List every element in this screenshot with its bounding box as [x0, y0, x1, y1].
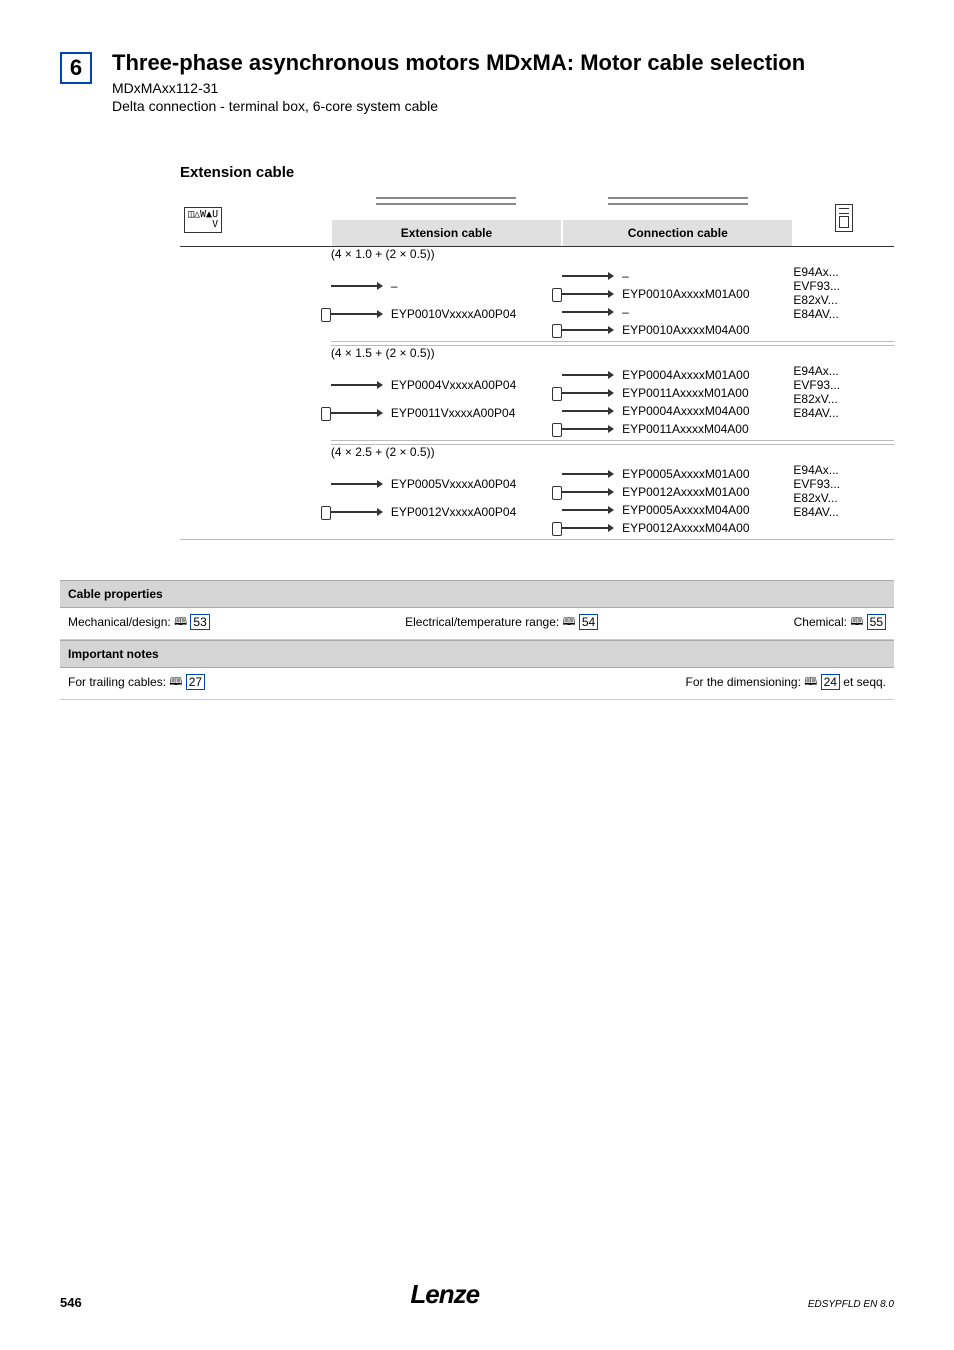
connector-plug-icon [331, 412, 379, 414]
part-number: EYP0004AxxxxM04A00 [622, 404, 749, 418]
cable-spec: (4 × 1.0 + (2 × 0.5)) [331, 247, 894, 261]
footer-section-heading: Cable properties [60, 580, 894, 608]
book-icon: 🕮 [850, 616, 863, 628]
compatible-devices: E94Ax... EVF93... E82xV... E84AV... [793, 265, 894, 342]
page-footer: 546 Lenze EDSYPFLD EN 8.0 [60, 1279, 894, 1310]
doc-code: EDSYPFLD EN 8.0 [808, 1299, 894, 1310]
page-subtitle-1: MDxMAxx112-31 [112, 80, 894, 96]
part-number: – [391, 279, 398, 293]
part-number: EYP0011AxxxxM04A00 [622, 422, 749, 436]
connector-wire-icon [331, 285, 379, 287]
connector-plug-icon [562, 428, 610, 430]
footer-link[interactable]: For the dimensioning: 🕮 24 et seqq. [686, 674, 886, 693]
cable-spec: (4 × 1.5 + (2 × 0.5)) [331, 346, 894, 360]
part-number: EYP0010AxxxxM01A00 [622, 287, 749, 301]
part-number: EYP0004VxxxxA00P04 [391, 378, 516, 392]
compatible-devices: E94Ax... EVF93... E82xV... E84AV... [793, 463, 894, 540]
connector-plug-icon [562, 392, 610, 394]
part-number: – [622, 305, 629, 319]
cable-spec: (4 × 2.5 + (2 × 0.5)) [331, 445, 894, 459]
page-ref: 24 [821, 674, 840, 690]
page-title: Three-phase asynchronous motors MDxMA: M… [112, 50, 894, 76]
connector-wire-icon [562, 473, 610, 475]
book-icon: 🕮 [563, 616, 576, 628]
connector-wire-icon [331, 483, 379, 485]
col-header-connection: Connection cable [562, 220, 793, 246]
connector-wire-icon [331, 384, 379, 386]
connector-wire-icon [562, 509, 610, 511]
connector-plug-icon [562, 293, 610, 295]
part-number: EYP0005VxxxxA00P04 [391, 477, 516, 491]
connector-plug-icon [562, 527, 610, 529]
part-number: EYP0012VxxxxA00P04 [391, 505, 516, 519]
connector-plug-icon [331, 511, 379, 513]
compatible-devices: E94Ax... EVF93... E82xV... E84AV... [793, 364, 894, 441]
cable-icon [608, 193, 748, 209]
motor-icon: ◫△W▲U V [184, 207, 222, 233]
connector-plug-icon [562, 491, 610, 493]
book-icon: 🕮 [174, 616, 187, 628]
page-ref: 55 [867, 614, 886, 630]
connector-plug-icon [562, 329, 610, 331]
book-icon: 🕮 [169, 676, 182, 688]
footer-link[interactable]: Chemical: 🕮 55 [794, 614, 886, 633]
section-heading: Extension cable [180, 164, 894, 181]
part-number: EYP0012AxxxxM04A00 [622, 521, 749, 535]
page-subtitle-2: Delta connection - terminal box, 6-core … [112, 98, 894, 114]
part-number: EYP0012AxxxxM01A00 [622, 485, 749, 499]
cable-table: ◫△W▲U V Extension cable Connection cable… [180, 193, 894, 540]
page-ref: 53 [190, 614, 209, 630]
footer-section-heading: Important notes [60, 640, 894, 668]
chapter-number: 6 [60, 52, 92, 84]
cable-icon [376, 193, 516, 209]
part-number: – [622, 269, 629, 283]
connector-wire-icon [562, 410, 610, 412]
page-number: 546 [60, 1295, 82, 1310]
connector-plug-icon [331, 313, 379, 315]
device-icon [835, 204, 853, 232]
connector-wire-icon [562, 311, 610, 313]
footer-link[interactable]: Mechanical/design: 🕮 53 [68, 614, 210, 633]
book-icon: 🕮 [804, 676, 817, 688]
footer-link[interactable]: For trailing cables: 🕮 27 [68, 674, 205, 693]
page-ref: 54 [579, 614, 598, 630]
brand-logo: Lenze [410, 1279, 479, 1310]
footer-tables: Cable properties Mechanical/design: 🕮 53 E… [60, 580, 894, 700]
part-number: EYP0004AxxxxM01A00 [622, 368, 749, 382]
part-number: EYP0005AxxxxM01A00 [622, 467, 749, 481]
connector-wire-icon [562, 275, 610, 277]
part-number: EYP0005AxxxxM04A00 [622, 503, 749, 517]
part-number: EYP0010AxxxxM04A00 [622, 323, 749, 337]
part-number: EYP0010VxxxxA00P04 [391, 307, 516, 321]
part-number: EYP0011AxxxxM01A00 [622, 386, 749, 400]
page-ref: 27 [186, 674, 205, 690]
col-header-extension: Extension cable [331, 220, 562, 246]
connector-wire-icon [562, 374, 610, 376]
footer-link[interactable]: Electrical/temperature range: 🕮 54 [405, 614, 598, 633]
part-number: EYP0011VxxxxA00P04 [391, 406, 516, 420]
